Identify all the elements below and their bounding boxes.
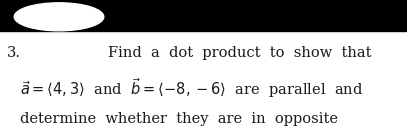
- Text: 3.: 3.: [7, 46, 21, 60]
- Bar: [0, 0, 407, 31]
- Text: determine  whether  they  are  in  opposite: determine whether they are in opposite: [20, 112, 338, 126]
- Text: Find  a  dot  product  to  show  that: Find a dot product to show that: [108, 46, 371, 60]
- Ellipse shape: [14, 3, 104, 31]
- Text: $\vec{a} = \langle 4,3\rangle$  and  $\vec{b} = \langle{-8,-6}\rangle$  are  par: $\vec{a} = \langle 4,3\rangle$ and $\vec…: [20, 76, 364, 100]
